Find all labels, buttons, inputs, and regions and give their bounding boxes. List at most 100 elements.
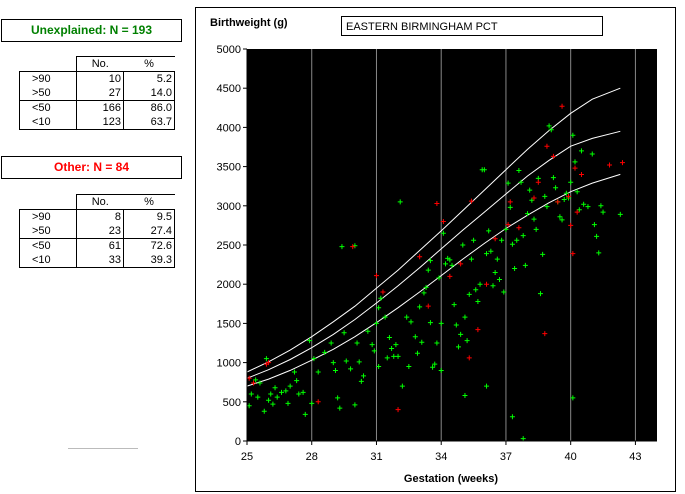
data-point <box>248 391 254 397</box>
data-point <box>285 400 291 406</box>
data-point <box>266 360 272 366</box>
data-point <box>365 328 371 334</box>
data-point <box>272 385 278 391</box>
y-tick-label: 4500 <box>217 83 241 95</box>
data-point <box>307 338 313 344</box>
data-point <box>279 389 285 395</box>
y-tick-label: 3000 <box>217 201 241 213</box>
table-row: >90 10 5.2 <box>19 71 175 86</box>
data-point <box>443 261 449 267</box>
table-row: <50 166 86.0 <box>19 100 175 115</box>
data-point <box>453 322 459 328</box>
data-point <box>460 242 466 248</box>
data-point <box>257 380 263 386</box>
row-percent: 5.2 <box>123 71 175 86</box>
data-point <box>520 233 526 239</box>
data-point <box>447 257 453 263</box>
data-point <box>507 199 513 205</box>
data-point <box>522 262 528 268</box>
data-point <box>451 302 457 308</box>
data-point <box>578 148 584 154</box>
data-point <box>423 284 429 290</box>
row-percent: 14.0 <box>123 86 175 101</box>
data-point <box>438 320 444 326</box>
data-point <box>546 123 552 129</box>
data-point <box>447 273 453 279</box>
row-percent: 27.4 <box>123 224 175 239</box>
data-point <box>570 132 576 138</box>
data-points <box>246 103 625 442</box>
data-point <box>458 261 464 267</box>
data-point <box>509 414 515 420</box>
data-point <box>585 204 591 210</box>
row-percent: 72.6 <box>123 238 175 253</box>
data-point <box>574 189 580 195</box>
data-point <box>544 204 550 210</box>
data-point <box>619 160 625 166</box>
data-point <box>578 171 584 177</box>
unexplained-title: Unexplained: N = 193 <box>1 19 182 42</box>
row-label: >90 <box>19 71 77 86</box>
data-point <box>473 287 479 293</box>
data-point <box>507 204 513 210</box>
data-point <box>550 175 556 181</box>
data-point <box>464 338 470 344</box>
data-point <box>369 342 375 348</box>
data-point <box>302 411 308 417</box>
data-point <box>332 367 338 373</box>
y-tick-label: 0 <box>235 436 241 448</box>
data-point <box>596 250 602 256</box>
data-point <box>533 226 539 232</box>
data-point <box>494 256 500 262</box>
x-tick-label: 25 <box>241 451 253 463</box>
y-tick-label: 2500 <box>217 240 241 252</box>
data-point <box>548 127 554 133</box>
data-point <box>389 345 395 351</box>
scatter-chart: 0 500 1000 1500 2000 2500 3000 3500 4000 4500 5000… <box>210 17 657 485</box>
y-axis-title: Birthweight (g) <box>210 17 288 29</box>
data-point <box>496 276 502 282</box>
data-point <box>492 269 498 275</box>
row-count: 166 <box>76 100 124 115</box>
x-tick-label: 28 <box>306 451 318 463</box>
row-percent: 63.7 <box>123 115 175 130</box>
data-point <box>598 203 604 209</box>
centile-line <box>246 87 621 373</box>
data-point <box>559 217 565 223</box>
data-point <box>570 395 576 401</box>
data-point <box>263 356 269 362</box>
data-point <box>330 360 336 366</box>
row-count: 8 <box>76 209 124 224</box>
data-point <box>315 369 321 375</box>
table-row: >90 8 9.5 <box>19 209 175 224</box>
data-point <box>350 244 356 250</box>
data-point <box>408 319 414 325</box>
row-count: 27 <box>76 86 124 101</box>
data-point <box>361 373 367 379</box>
data-point <box>550 153 556 159</box>
row-count: 123 <box>76 115 124 130</box>
row-percent: 9.5 <box>123 209 175 224</box>
data-point <box>589 151 595 157</box>
data-point <box>516 225 522 231</box>
data-point <box>572 165 578 171</box>
table-row: <10 33 39.3 <box>19 253 175 268</box>
data-point <box>378 295 384 301</box>
y-tick-label: 1500 <box>217 318 241 330</box>
data-point <box>553 185 559 191</box>
row-label: >90 <box>19 209 77 224</box>
data-point <box>475 298 481 304</box>
data-point <box>371 348 377 354</box>
data-point <box>427 258 433 264</box>
row-count: 33 <box>76 253 124 268</box>
data-point <box>348 366 354 372</box>
data-point <box>499 237 505 243</box>
data-point <box>574 209 580 215</box>
data-point <box>283 388 289 394</box>
data-point <box>427 320 433 326</box>
y-tick-label: 1000 <box>217 358 241 370</box>
data-point <box>527 187 533 193</box>
row-percent: 86.0 <box>123 100 175 115</box>
x-tick-label: 40 <box>565 451 577 463</box>
data-point <box>501 289 507 295</box>
